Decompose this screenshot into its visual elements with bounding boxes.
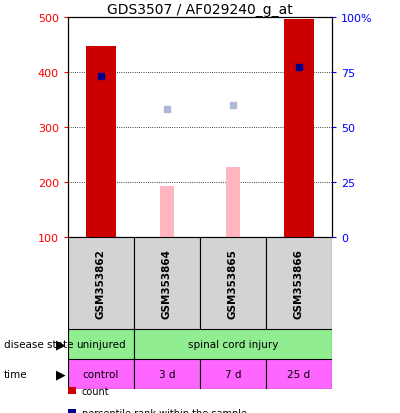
Text: GSM353866: GSM353866: [294, 249, 304, 318]
Bar: [160, 186, 174, 237]
Text: ▶: ▶: [56, 368, 66, 380]
Bar: [226, 167, 240, 237]
Text: percentile rank within the sample: percentile rank within the sample: [82, 408, 247, 413]
Bar: [134, 329, 332, 359]
Text: ▶: ▶: [56, 338, 66, 351]
Text: GSM353864: GSM353864: [162, 248, 172, 318]
Bar: [200, 237, 266, 329]
Bar: [284, 19, 314, 237]
Text: count: count: [82, 386, 110, 396]
Bar: [134, 237, 200, 329]
Text: 7 d: 7 d: [225, 369, 241, 379]
Text: time: time: [4, 369, 28, 379]
Bar: [200, 359, 266, 389]
Text: uninjured: uninjured: [76, 339, 126, 349]
Bar: [68, 329, 134, 359]
Bar: [68, 359, 134, 389]
Text: control: control: [83, 369, 119, 379]
Text: spinal cord injury: spinal cord injury: [188, 339, 278, 349]
Text: disease state: disease state: [4, 339, 74, 349]
Text: GSM353865: GSM353865: [228, 249, 238, 318]
Bar: [134, 359, 200, 389]
Text: 3 d: 3 d: [159, 369, 175, 379]
Bar: [86, 47, 116, 237]
Text: GSM353862: GSM353862: [96, 249, 106, 318]
Bar: [266, 237, 332, 329]
Bar: [266, 359, 332, 389]
Text: GDS3507 / AF029240_g_at: GDS3507 / AF029240_g_at: [107, 3, 293, 17]
Text: 25 d: 25 d: [288, 369, 310, 379]
Bar: [68, 237, 134, 329]
